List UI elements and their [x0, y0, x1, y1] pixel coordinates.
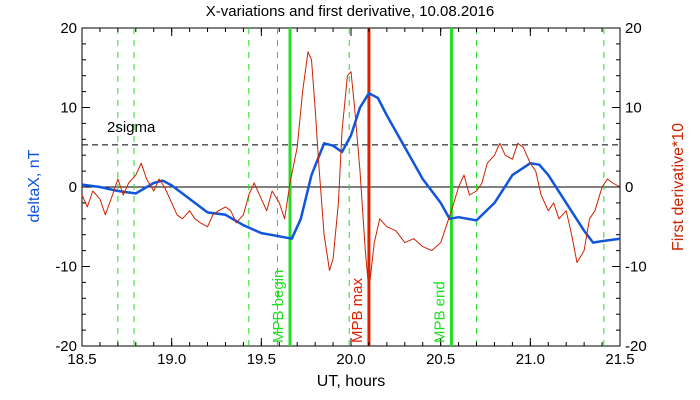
x-axis-title: UT, hours	[317, 373, 385, 390]
threshold-label: 2sigma	[107, 119, 156, 136]
event-label: MPB max	[349, 277, 366, 343]
x-tick-label: 20.5	[426, 351, 455, 368]
y-tick-label-left: 10	[60, 100, 77, 117]
y-tick-label-left: -10	[55, 259, 77, 276]
y-tick-label-left: -20	[55, 338, 77, 355]
event-label: MPB begin	[270, 270, 287, 343]
y-tick-label-right: 10	[625, 100, 642, 117]
x-tick-label: 21.5	[605, 351, 634, 368]
event-lines	[117, 28, 605, 346]
y-tick-label-right: 20	[625, 20, 642, 37]
y-tick-label-right: 0	[625, 179, 633, 196]
y-tick-label-right: -20	[625, 338, 647, 355]
x-tick-label: 19.5	[247, 351, 276, 368]
x-tick-label: 18.5	[67, 351, 96, 368]
axis-ticks	[81, 27, 621, 347]
axis-tick-labels: 18.5 19.0 19.5 20.0 20.5 21.0 21.5-20 -20-10 -10…	[55, 20, 646, 368]
reference-lines	[82, 144, 620, 188]
chart-title: X-variations and first derivative, 10.08…	[206, 3, 495, 20]
y-tick-label-left: 20	[60, 20, 77, 37]
y-tick-label-left: 0	[69, 179, 77, 196]
y-tick-label-right: -10	[625, 259, 647, 276]
event-label: MPB end	[431, 281, 448, 343]
series-group	[81, 51, 621, 291]
event-labels: MPB begin MPB max MPB end	[270, 270, 448, 343]
x-tick-label: 20.0	[336, 351, 365, 368]
x-tick-label: 19.0	[157, 351, 186, 368]
x-tick-label: 21.0	[516, 351, 545, 368]
y-axis-right-title: First derivative*10	[670, 123, 687, 251]
series-line-derivative	[81, 51, 621, 291]
y-axis-left-title: deltaX, nT	[26, 149, 43, 222]
